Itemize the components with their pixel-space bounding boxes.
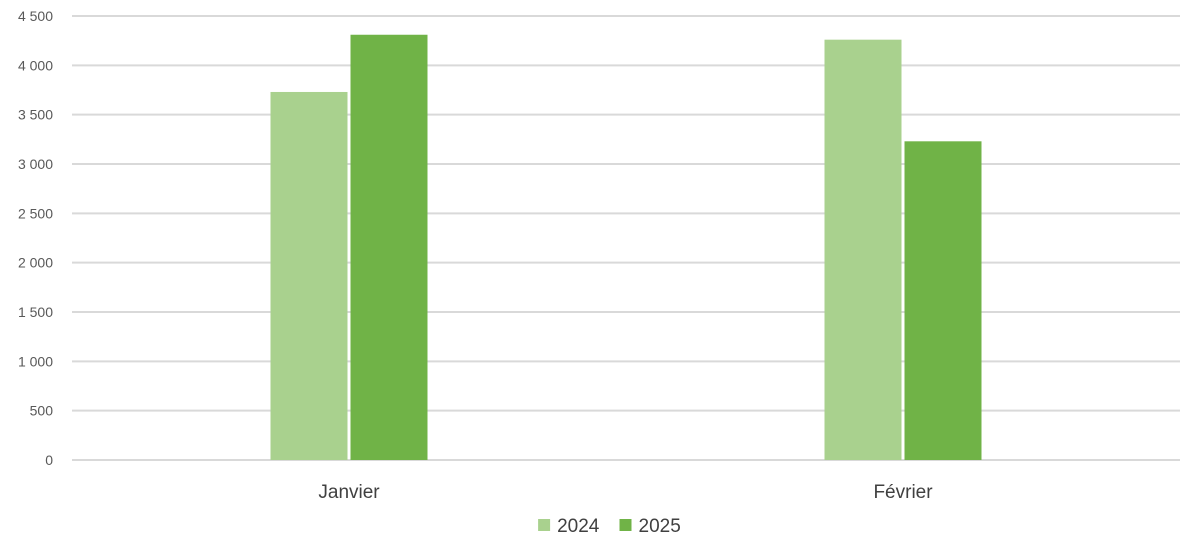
y-tick-label: 0 [45,452,53,468]
bars [270,34,982,461]
x-axis-category-labels: Janvier Février [318,482,933,503]
y-tick-label: 500 [30,403,54,419]
legend-label: 2025 [639,516,681,537]
legend-item-2024: 2024 [538,516,600,537]
bar-2024-janvier [270,91,348,461]
bar-2025-janvier [350,34,428,460]
y-tick-label: 1 500 [18,304,53,320]
y-tick-label: 3 500 [18,107,53,123]
y-tick-label: 2 000 [18,255,53,271]
x-category-label: Janvier [318,482,380,503]
legend-item-2025: 2025 [619,516,681,537]
x-category-label: Février [873,482,933,503]
legend-label: 2024 [557,516,600,537]
gridlines [72,15,1180,461]
legend: 2024 2025 [538,516,681,537]
legend-swatch [619,519,632,531]
y-tick-label: 1 000 [18,353,53,369]
y-tick-label: 4 500 [18,8,53,24]
y-tick-label: 2 500 [18,205,53,221]
y-tick-label: 3 000 [18,156,53,172]
y-tick-label: 4 000 [18,57,53,73]
bar-2024-février [824,39,902,461]
y-axis-tick-labels: 0 500 1 000 1 500 2 000 2 500 3 000 3 500 4 000 4… [18,8,53,468]
bar-2025-février [904,141,982,460]
legend-swatch [538,519,551,531]
